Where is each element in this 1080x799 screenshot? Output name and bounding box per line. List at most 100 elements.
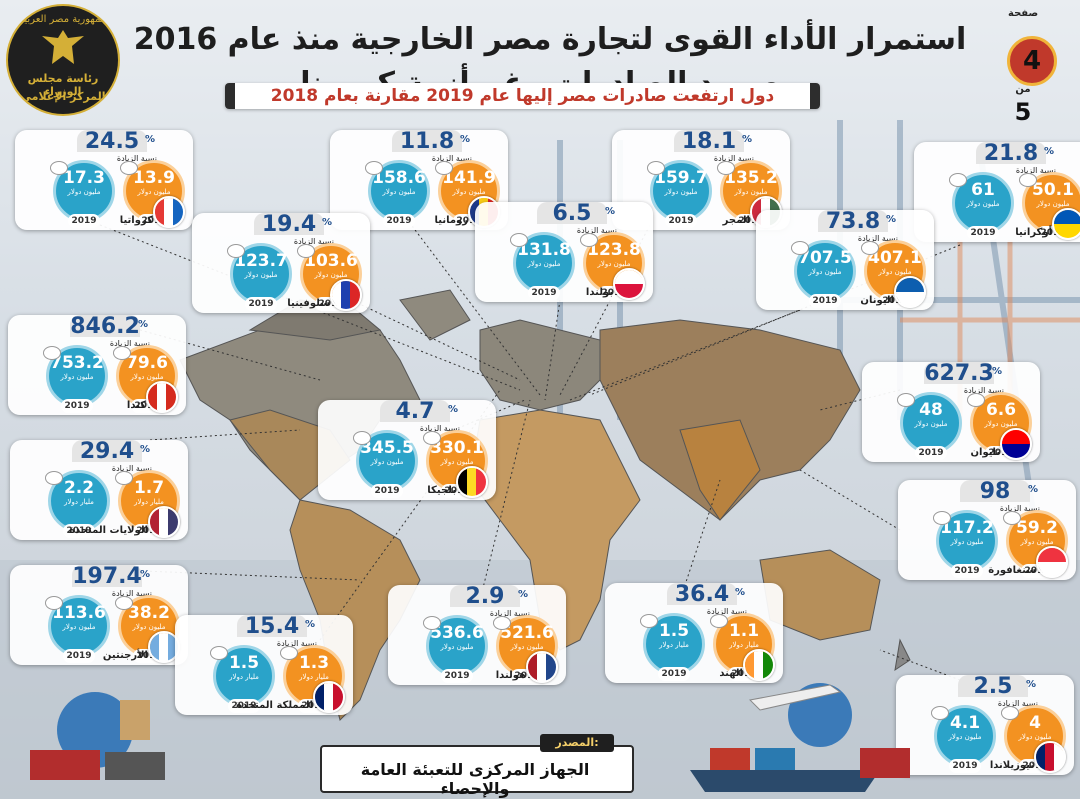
percent-sign: % — [139, 569, 150, 580]
year-2019-label: 2019 — [245, 297, 277, 311]
value-2018: 6.6 — [985, 400, 1017, 420]
country-card: 4.7 % نسبة الزيادة 345.5 مليون دولار 201… — [318, 400, 496, 500]
year-2019-label: 2019 — [949, 759, 981, 773]
value-2018: 1.7 — [133, 478, 165, 498]
value-2018: 38.2 — [128, 603, 170, 623]
arrow-icon — [115, 596, 133, 610]
year-2019-label: 2019 — [967, 226, 999, 240]
arrow-icon — [640, 614, 658, 628]
flag-icon — [1036, 546, 1068, 578]
increase-percent: 73.8 — [818, 210, 888, 234]
value-2019: 1.5 — [228, 653, 260, 673]
unit-2019: مليون دولار — [966, 200, 1000, 208]
value-2019-bubble: 158.6 مليون دولار 2019 — [365, 160, 430, 228]
arrow-icon — [967, 393, 985, 407]
increase-label: نسبة الزيادة — [963, 386, 1004, 395]
increase-percent: 846.2 — [70, 314, 140, 339]
value-2019-bubble: 17.3 مليون دولار 2019 — [50, 160, 115, 228]
unit-2019: مليون دولار — [440, 643, 474, 651]
flag-icon — [1034, 741, 1066, 773]
value-2018: 141.9 — [442, 168, 496, 188]
value-2019-bubble: 753.2 مليون دولار 2019 — [43, 345, 108, 413]
arrow-icon — [210, 646, 228, 660]
flag-icon — [1052, 208, 1080, 240]
unit-2018: مليون دولار — [440, 458, 474, 466]
percent-sign: % — [517, 589, 528, 600]
country-name: سنغافورة — [988, 565, 1036, 576]
unit-2018: مليون دولار — [1018, 733, 1052, 741]
page-of-label: من — [1015, 84, 1031, 95]
unit-2018: مليون دولار — [1020, 538, 1054, 546]
value-2019: 2.2 — [63, 478, 95, 498]
percent-sign: % — [139, 444, 150, 455]
value-2019: 113.6 — [52, 603, 106, 623]
value-2018: 330.1 — [430, 438, 484, 458]
country-name: اليونان — [860, 295, 894, 306]
percent-sign: % — [885, 214, 896, 225]
percent-sign: % — [734, 587, 745, 598]
arrow-icon — [45, 471, 63, 485]
unit-2019: مليون دولار — [370, 458, 404, 466]
country-card: 21.8 % نسبة الزيادة 61 مليون دولار 2019 … — [914, 142, 1080, 242]
country-name: المملكة المتحدة — [236, 700, 313, 711]
arrow-icon — [647, 161, 665, 175]
year-2019-label: 2019 — [809, 294, 841, 308]
percent-sign: % — [144, 134, 155, 145]
country-name: المجر — [722, 215, 750, 226]
country-card: 197.4 % نسبة الزيادة 113.6 مليون دولار 2… — [10, 565, 188, 665]
arrow-icon — [435, 161, 453, 175]
increase-percent: 18.1 — [674, 130, 744, 154]
unit-2019: مليار دولار — [229, 673, 259, 681]
year-2019-label: 2019 — [528, 286, 560, 300]
country-name: بولندا — [585, 287, 613, 298]
arrow-icon — [791, 241, 809, 255]
arrow-icon — [423, 431, 441, 445]
increase-label: نسبة الزيادة — [419, 424, 460, 433]
country-card: 846.2 % نسبة الزيادة 753.2 مليون دولار 2… — [8, 315, 186, 415]
unit-2018: مليون دولار — [452, 188, 486, 196]
subtitle-bar — [225, 83, 820, 109]
country-card: 627.3 % نسبة الزيادة 48 مليون دولار 2019… — [862, 362, 1040, 462]
year-2019-label: 2019 — [228, 699, 260, 713]
value-2019: 4.1 — [949, 713, 981, 733]
cabinet-logo: جمهورية مصر العربية رئاسة مجلس الوزراء ا… — [6, 4, 120, 116]
unit-2018: مليون دولار — [984, 420, 1018, 428]
flag-icon — [526, 651, 558, 683]
arrow-icon — [1019, 173, 1037, 187]
country-name: الولايات المتحدة — [69, 525, 148, 536]
unit-2018: مليون دولار — [510, 643, 544, 651]
value-2019-bubble: 536.6 مليون دولار 2019 — [423, 615, 488, 683]
increase-label: نسبة الزيادة — [111, 464, 152, 473]
country-name: نيوزيلاندا — [989, 760, 1034, 771]
value-2018: 407.1 — [868, 248, 922, 268]
flag-icon — [456, 466, 488, 498]
value-2019: 159.7 — [654, 168, 708, 188]
increase-label: نسبة الزيادة — [116, 154, 157, 163]
unit-2018: مليون دولار — [132, 623, 166, 631]
arrow-icon — [115, 471, 133, 485]
year-2019-label: 2019 — [915, 446, 947, 460]
year-2019-label: 2019 — [441, 669, 473, 683]
unit-2018: مليون دولار — [130, 373, 164, 381]
flag-icon — [330, 279, 362, 311]
value-2019-bubble: 1.5 مليار دولار 2019 — [640, 613, 705, 681]
unit-2018: مليون دولار — [734, 188, 768, 196]
value-2018: 103.6 — [304, 251, 358, 271]
value-2019-bubble: 113.6 مليون دولار 2019 — [45, 595, 110, 663]
value-2019: 117.2 — [940, 518, 994, 538]
flag-icon — [313, 681, 345, 713]
arrow-icon — [861, 241, 879, 255]
logo-line-2: رئاسة مجلس الوزراء — [27, 72, 99, 98]
increase-percent: 19.4 — [254, 213, 324, 237]
year-2019-label: 2019 — [371, 484, 403, 498]
unit-2019: مليون دولار — [527, 260, 561, 268]
value-2019-bubble: 131.8 مليون دولار 2019 — [510, 232, 575, 300]
percent-sign: % — [1027, 484, 1038, 495]
increase-label: نسبة الزيادة — [431, 154, 472, 163]
value-2019: 536.6 — [430, 623, 484, 643]
percent-sign: % — [991, 366, 1002, 377]
flag-icon — [146, 381, 178, 413]
value-2018: 1.1 — [728, 621, 760, 641]
percent-sign: % — [137, 319, 148, 330]
